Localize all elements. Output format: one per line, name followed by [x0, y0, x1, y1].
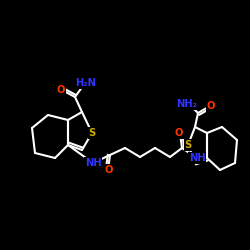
Text: S: S	[184, 140, 192, 150]
Text: H₂N: H₂N	[76, 78, 96, 88]
Text: NH: NH	[189, 153, 205, 163]
Text: O: O	[175, 128, 183, 138]
Text: NH₂: NH₂	[176, 99, 198, 109]
Text: O: O	[105, 165, 113, 175]
Text: O: O	[207, 101, 215, 111]
Text: S: S	[88, 128, 96, 138]
Text: O: O	[57, 85, 65, 95]
Text: NH: NH	[85, 158, 101, 168]
